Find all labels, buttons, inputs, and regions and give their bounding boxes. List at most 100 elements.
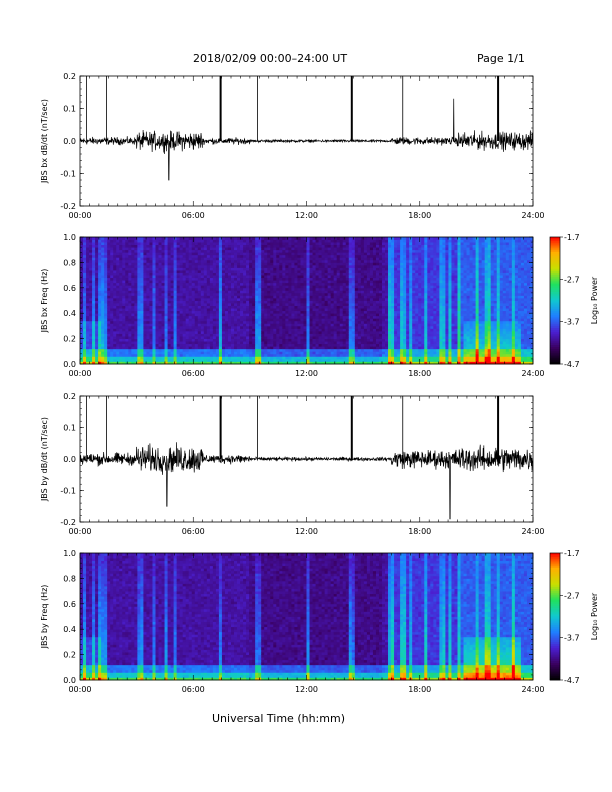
heatmap-cell	[125, 305, 129, 309]
heatmap-cell	[83, 280, 87, 284]
heatmap-cell	[327, 328, 332, 332]
heatmap-cell	[158, 280, 162, 284]
heatmap-cell	[197, 244, 202, 248]
heatmap-cell	[282, 325, 286, 329]
heatmap-cell	[246, 282, 250, 286]
heatmap-cell	[303, 272, 307, 276]
heatmap-cell	[110, 338, 114, 342]
heatmap-cell	[212, 300, 217, 304]
heatmap-cell	[209, 242, 214, 246]
heatmap-cell	[191, 333, 196, 337]
heatmap-cell	[327, 341, 332, 345]
heatmap-cell	[179, 247, 184, 251]
heatmap-cell	[158, 295, 162, 299]
heatmap-cell	[191, 267, 196, 271]
heatmap-cell	[366, 325, 371, 329]
heatmap-cell	[182, 280, 187, 284]
heatmap-cell	[158, 257, 162, 261]
heatmap-cell	[83, 336, 87, 339]
heatmap-cell	[354, 330, 359, 334]
heatmap-cell	[366, 318, 371, 322]
heatmap-cell	[191, 242, 196, 246]
heatmap-cell	[83, 320, 87, 324]
heatmap-cell	[279, 280, 283, 284]
heatmap-cell	[206, 358, 211, 362]
heatmap-cell	[321, 249, 326, 253]
heatmap-cell	[173, 295, 178, 299]
heatmap-cell	[143, 348, 147, 352]
heatmap-cell	[300, 343, 304, 347]
heatmap-cell	[200, 353, 205, 357]
heatmap-cell	[240, 315, 244, 319]
heatmap-cell	[234, 323, 238, 327]
heatmap-cell	[164, 353, 168, 357]
heatmap-cell	[188, 338, 193, 342]
heatmap-cell	[231, 318, 235, 322]
heatmap-cell	[366, 308, 371, 312]
heatmap-cell	[125, 313, 129, 317]
heatmap-cell	[101, 336, 105, 339]
heatmap-cell	[143, 341, 147, 345]
heatmap-cell	[342, 300, 347, 304]
heatmap-cell	[270, 264, 274, 268]
heatmap-cell	[264, 239, 268, 243]
heatmap-cell	[194, 351, 199, 355]
heatmap-cell	[276, 272, 280, 276]
heatmap-cell	[327, 287, 332, 291]
heatmap-cell	[80, 287, 84, 291]
heatmap-cell	[170, 348, 175, 352]
heatmap-cell	[83, 272, 87, 276]
heatmap-cell	[173, 328, 178, 332]
heatmap-cell	[188, 358, 193, 362]
heatmap-cell	[291, 249, 295, 253]
heatmap-cell	[194, 315, 199, 319]
heatmap-cell	[360, 292, 365, 296]
heatmap-cell	[300, 290, 304, 294]
heatmap-cell	[318, 259, 322, 263]
heatmap-cell	[200, 252, 205, 256]
heatmap-cell	[194, 328, 199, 332]
heatmap-cell	[291, 361, 295, 365]
heatmap-cell	[249, 270, 253, 273]
heatmap-cell	[285, 254, 289, 258]
heatmap-cell	[176, 280, 181, 284]
heatmap-cell	[95, 280, 99, 284]
heatmap-cell	[152, 336, 156, 339]
heatmap-cell	[179, 341, 184, 345]
heatmap-cell	[113, 351, 117, 355]
heatmap-cell	[306, 341, 310, 345]
heatmap-cell	[336, 280, 341, 284]
heatmap-cell	[140, 287, 144, 291]
heatmap-cell	[276, 252, 280, 256]
heatmap-cell	[264, 275, 268, 279]
heatmap-cell	[98, 333, 102, 337]
heatmap-cell	[182, 353, 187, 357]
heatmap-cell	[252, 356, 256, 360]
heatmap-cell	[315, 259, 319, 263]
heatmap-cell	[95, 242, 99, 246]
heatmap-cell	[288, 262, 292, 266]
heatmap-cell	[342, 323, 347, 327]
heatmap-cell	[315, 290, 319, 294]
heatmap-cell	[246, 285, 250, 289]
heatmap-cell	[291, 239, 295, 243]
heatmap-cell	[369, 333, 374, 337]
heatmap-cell	[330, 353, 335, 357]
heatmap-cell	[89, 254, 93, 258]
heatmap-cell	[113, 280, 117, 284]
heatmap-cell	[237, 275, 241, 279]
heatmap-cell	[80, 247, 84, 251]
heatmap-cell	[312, 275, 316, 279]
heatmap-cell	[86, 272, 90, 276]
heatmap-cell	[182, 290, 187, 294]
heatmap-cell	[131, 277, 135, 281]
heatmap-cell	[119, 318, 123, 322]
heatmap-cell	[221, 290, 226, 294]
heatmap-cell	[306, 290, 310, 294]
heatmap-cell	[227, 295, 232, 299]
heatmap-cell	[240, 287, 244, 291]
heatmap-cell	[113, 270, 117, 273]
heatmap-cell	[288, 270, 292, 273]
heatmap-cell	[237, 318, 241, 322]
heatmap-cell	[95, 257, 99, 261]
